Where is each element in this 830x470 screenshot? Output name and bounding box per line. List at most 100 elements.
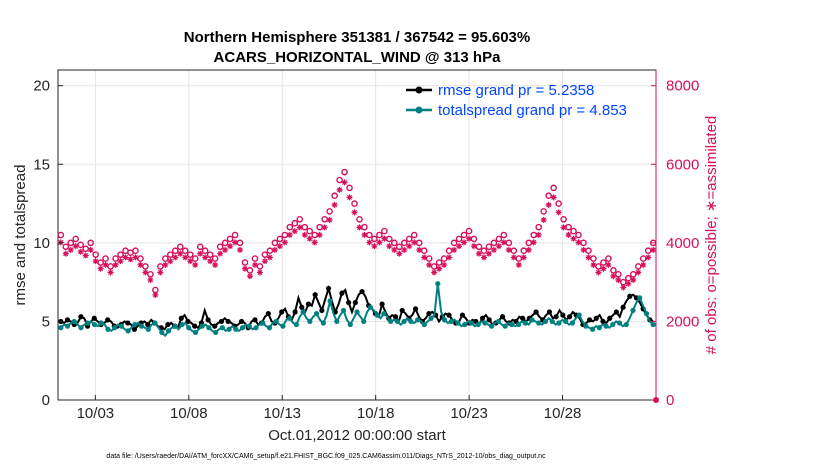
obs-possible-marker: [196, 243, 204, 251]
series-1-point: [529, 317, 535, 323]
obs-assimilated-marker: [391, 246, 398, 253]
obs-possible-marker: [450, 239, 458, 247]
obs-possible-marker: [381, 227, 388, 235]
obs-possible-marker: [555, 200, 562, 207]
series-1-point: [536, 320, 542, 326]
obs-possible-marker: [400, 239, 408, 247]
obs-assimilated-marker: [565, 231, 572, 238]
x-axis-ticks: 10/03 10/08 10/13 10/18 10/23 10/28: [77, 395, 581, 422]
obs-possible-marker: [415, 239, 423, 247]
series-0-point: [459, 312, 466, 318]
series-1-point: [327, 298, 333, 304]
series-1-point: [603, 323, 609, 329]
series-0-point: [566, 314, 573, 320]
obs-assimilated-marker: [167, 258, 174, 265]
obs-possible-marker: [520, 247, 528, 255]
series-0-point: [265, 310, 271, 317]
obs-assimilated-marker: [266, 254, 273, 261]
series-1-point: [58, 325, 64, 331]
right-tick-label: 6000: [666, 156, 699, 173]
series-1-point: [186, 325, 192, 331]
series-0-point: [607, 315, 613, 321]
obs-assimilated-marker: [490, 246, 497, 253]
obs-possible-marker: [410, 231, 418, 239]
obs-possible-marker: [560, 215, 567, 223]
left-axis-ticks: 0 5 10 15 20: [33, 78, 63, 409]
series-0-point: [359, 288, 365, 295]
obs-possible-marker: [430, 263, 438, 270]
obs-assimilated-marker: [177, 250, 184, 257]
obs-assimilated-marker: [466, 235, 473, 242]
series-1-point: [246, 323, 252, 329]
obs-possible-marker: [77, 241, 85, 249]
obs-possible-marker: [600, 259, 607, 266]
obs-possible-marker: [241, 259, 249, 266]
obs-assimilated-marker: [446, 254, 453, 261]
obs-possible-marker: [311, 231, 318, 239]
obs-assimilated-marker: [371, 243, 378, 250]
obs-assimilated-marker: [470, 243, 477, 250]
obs-possible-marker: [67, 239, 75, 247]
right-tick-label: 0: [666, 392, 674, 409]
series-0-point: [312, 292, 318, 298]
series-1-point: [334, 318, 340, 325]
obs-possible-marker: [540, 208, 547, 215]
obs-assimilated-marker: [590, 261, 597, 268]
series-1-point: [233, 326, 239, 332]
obs-possible-marker: [386, 235, 393, 243]
obs-assimilated-marker: [232, 239, 239, 246]
series-1-point: [206, 325, 212, 331]
obs-assimilated-marker: [625, 280, 632, 287]
series-0-point: [399, 307, 405, 314]
obs-assimilated-marker: [595, 269, 602, 276]
obs-assimilated-marker: [600, 265, 607, 272]
obs-assimilated-marker: [386, 243, 393, 250]
series-1-point: [428, 315, 434, 321]
obs-possible-marker: [634, 263, 642, 270]
series-1-point: [219, 325, 225, 331]
series-1-point: [462, 321, 468, 328]
right-axis-label: # of obs: o=possible; ∗=assimilated: [703, 116, 720, 355]
series-0-point: [412, 306, 419, 312]
series-1-point: [253, 325, 259, 331]
obs-assimilated-marker: [251, 261, 258, 268]
series-0-point: [553, 314, 559, 320]
obs-assimilated-marker: [227, 243, 234, 250]
series-0-point: [546, 309, 553, 315]
obs-possible-marker: [246, 267, 254, 274]
obs-assimilated-marker: [246, 273, 253, 280]
obs-assimilated-marker: [640, 261, 647, 268]
obs-assimilated-marker: [82, 252, 89, 259]
obs-assimilated-marker: [406, 243, 413, 250]
obs-possible-marker: [261, 251, 269, 258]
obs-possible-marker: [475, 243, 483, 251]
obs-assimilated-marker: [615, 276, 622, 283]
series-0-point: [560, 312, 566, 318]
series-1-point: [354, 309, 360, 315]
series-1-point: [361, 318, 367, 325]
obs-possible-marker: [356, 215, 363, 223]
obs-assimilated-marker: [480, 254, 487, 261]
obs-assimilated-marker: [560, 224, 567, 231]
obs-possible-marker: [510, 247, 518, 255]
series-1-point: [610, 321, 616, 328]
obs-possible-marker: [102, 255, 109, 262]
obs-possible-marker: [595, 263, 602, 270]
obs-assimilated-marker: [72, 243, 79, 250]
obs-possible-marker: [82, 245, 89, 253]
obs-possible-marker: [231, 231, 239, 239]
obs-possible-marker: [107, 263, 114, 270]
series-1-point: [650, 321, 656, 328]
obs-possible-marker: [296, 215, 304, 223]
obs-assimilated-marker: [197, 250, 204, 257]
series-0-point: [346, 299, 352, 306]
obs-assimilated-marker: [62, 250, 69, 257]
series-1-point: [637, 295, 643, 301]
obs-assimilated-marker: [376, 239, 383, 246]
series-1-point: [266, 325, 273, 331]
obs-assimilated-marker: [650, 246, 657, 253]
obs-possible-marker: [167, 251, 174, 258]
obs-assimilated-marker: [580, 246, 587, 253]
series-1-point: [287, 315, 293, 321]
obs-possible-marker: [206, 251, 214, 258]
